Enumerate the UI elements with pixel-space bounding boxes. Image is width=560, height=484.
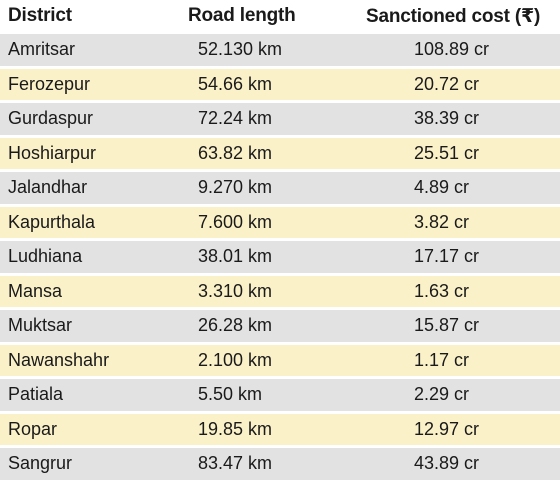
cell-sanctioned-cost: 17.17 cr (414, 246, 480, 266)
cell-road-length: 83.47 km (198, 453, 273, 473)
cell-road-length: 3.310 km (198, 280, 273, 301)
table-row: Muktsar 26.28 km 15.87 cr (0, 310, 560, 342)
table-row: Patiala 5.50 km 2.29 cr (0, 379, 560, 411)
header-road-length: Road length (188, 5, 296, 26)
table-row: Gurdaspur 72.24 km 38.39 cr (0, 103, 560, 135)
cell-sanctioned-cost: 3.82 cr (414, 211, 470, 232)
cell-road-length: 63.82 km (198, 142, 273, 163)
cell-road-length: 2.100 km (198, 349, 273, 370)
cell-road-length: 54.66 km (198, 73, 273, 94)
table-header: District Road length Sanctioned cost (₹) (0, 0, 560, 34)
cell-sanctioned-cost: 12.97 cr (414, 418, 480, 439)
cell-district: Jalandhar (8, 177, 88, 197)
cell-district: Kapurthala (8, 211, 96, 232)
header-sanctioned-cost: Sanctioned cost (₹) (366, 6, 541, 27)
cell-road-length: 5.50 km (198, 384, 263, 404)
table-row: Amritsar 52.130 km 108.89 cr (0, 34, 560, 66)
table-row: Ludhiana 38.01 km 17.17 cr (0, 241, 560, 273)
table-row: Sangrur 83.47 km 43.89 cr (0, 448, 560, 480)
table-row: Jalandhar 9.270 km 4.89 cr (0, 172, 560, 204)
table-body: Amritsar 52.130 km 108.89 cr Ferozepur 5… (0, 34, 560, 483)
cell-sanctioned-cost: 108.89 cr (414, 39, 490, 59)
table-row: Ropar 19.85 km 12.97 cr (0, 413, 560, 445)
table-row: Kapurthala 7.600 km 3.82 cr (0, 206, 560, 238)
cell-district: Hoshiarpur (8, 142, 97, 163)
cell-road-length: 7.600 km (198, 211, 273, 232)
cell-district: Nawanshahr (8, 349, 110, 370)
cell-road-length: 52.130 km (198, 39, 283, 59)
cell-district: Patiala (8, 384, 64, 404)
cell-district: Amritsar (8, 39, 75, 59)
table-row: Ferozepur 54.66 km 20.72 cr (0, 68, 560, 100)
cell-sanctioned-cost: 25.51 cr (414, 142, 480, 163)
cell-sanctioned-cost: 2.29 cr (414, 384, 470, 404)
cell-sanctioned-cost: 1.17 cr (414, 349, 470, 370)
cell-road-length: 26.28 km (198, 315, 273, 335)
cell-district: Ludhiana (8, 246, 83, 266)
cell-sanctioned-cost: 20.72 cr (414, 73, 480, 94)
cell-district: Muktsar (8, 315, 73, 335)
cell-district: Mansa (8, 280, 63, 301)
cell-road-length: 38.01 km (198, 246, 273, 266)
cell-sanctioned-cost: 1.63 cr (414, 280, 470, 301)
cell-district: Gurdaspur (8, 108, 94, 128)
cell-sanctioned-cost: 4.89 cr (414, 177, 470, 197)
cell-road-length: 19.85 km (198, 418, 273, 439)
table-row: Hoshiarpur 63.82 km 25.51 cr (0, 137, 560, 169)
cell-district: Ferozepur (8, 73, 91, 94)
cell-sanctioned-cost: 15.87 cr (414, 315, 480, 335)
table-row: Mansa 3.310 km 1.63 cr (0, 275, 560, 307)
cell-road-length: 9.270 km (198, 177, 273, 197)
cell-sanctioned-cost: 43.89 cr (414, 453, 480, 473)
cell-sanctioned-cost: 38.39 cr (414, 108, 480, 128)
header-district: District (8, 5, 72, 26)
cell-district: Ropar (8, 418, 58, 439)
cell-district: Sangrur (8, 453, 73, 473)
table-row: Nawanshahr 2.100 km 1.17 cr (0, 344, 560, 376)
cell-road-length: 72.24 km (198, 108, 273, 128)
